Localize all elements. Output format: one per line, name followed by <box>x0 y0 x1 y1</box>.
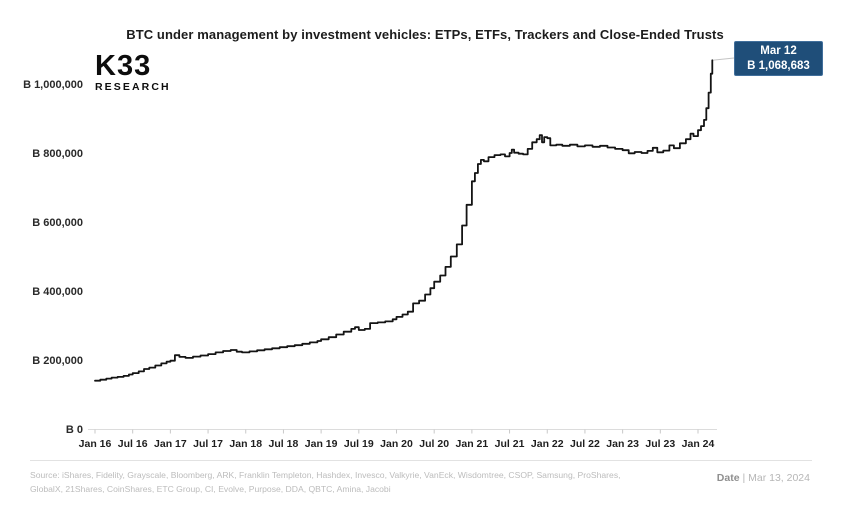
annotation-connector-line <box>712 57 735 61</box>
footer-date: Date | Mar 13, 2024 <box>717 472 810 484</box>
y-tick-label: B 400,000 <box>32 286 83 298</box>
x-tick-label: Jan 22 <box>531 438 564 450</box>
footer-divider <box>30 460 812 461</box>
x-tick-label: Jan 19 <box>305 438 338 450</box>
source-line-1: Source: iShares, Fidelity, Grayscale, Bl… <box>30 470 621 480</box>
source-line-2: GlobalX, 21Shares, CoinShares, ETC Group… <box>30 484 391 494</box>
y-tick-label: B 1,000,000 <box>23 79 83 91</box>
y-tick-label: B 800,000 <box>32 148 83 160</box>
x-tick-label: Jul 23 <box>645 438 675 450</box>
chart-title: BTC under management by investment vehic… <box>126 27 724 42</box>
btc-aum-series-line <box>94 59 714 382</box>
y-tick-label: B 600,000 <box>32 217 83 229</box>
x-tick-label: Jan 17 <box>154 438 187 450</box>
footer-date-value: | Mar 13, 2024 <box>742 472 810 484</box>
annotation-value: B 1,068,683 <box>747 60 810 72</box>
k33-logo-text: K33 <box>95 50 152 82</box>
x-tick-label: Jan 16 <box>79 438 112 450</box>
x-tick-label: Jan 18 <box>229 438 262 450</box>
footer-date-label: Date <box>716 472 740 484</box>
x-tick-label: Jan 21 <box>456 438 489 450</box>
source-text: Source: iShares, Fidelity, Grayscale, Bl… <box>30 468 670 496</box>
y-tick-label: B 0 <box>66 424 83 436</box>
x-tick-label: Jan 24 <box>682 438 715 450</box>
x-tick-label: Jul 20 <box>419 438 449 450</box>
x-tick-label: Jan 20 <box>380 438 413 450</box>
x-tick-label: Jul 22 <box>570 438 600 450</box>
x-tick-label: Jan 23 <box>606 438 639 450</box>
annotation-callout: Mar 12 B 1,068,683 <box>734 41 823 76</box>
x-tick-label: Jul 16 <box>118 438 148 450</box>
y-tick-label: B 200,000 <box>32 355 83 367</box>
k33-logo-subtext: RESEARCH <box>95 81 171 93</box>
x-tick-label: Jul 17 <box>193 438 223 450</box>
x-tick-label: Jul 19 <box>344 438 374 450</box>
k33-logo: K33 RESEARCH <box>95 52 171 93</box>
x-tick-label: Jul 21 <box>495 438 525 450</box>
x-tick-label: Jul 18 <box>269 438 299 450</box>
annotation-date: Mar 12 <box>760 45 797 57</box>
